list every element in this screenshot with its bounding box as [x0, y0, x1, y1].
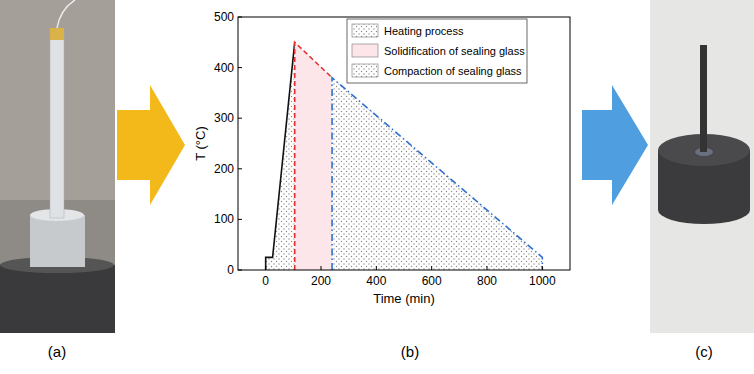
x-tick-label: 600 [422, 274, 442, 288]
y-tick [238, 168, 242, 169]
plot-data [266, 42, 543, 270]
x-tick-label: 1000 [529, 274, 556, 288]
y-tick-label: 100 [214, 212, 234, 226]
x-tick-label: 200 [311, 274, 331, 288]
series-line [266, 42, 295, 270]
y-tick-label: 500 [214, 10, 234, 24]
y-tick [238, 118, 242, 119]
legend-label: Solidification of sealing glass [384, 45, 525, 57]
panel-label: (c) [695, 343, 713, 360]
area-fill [295, 42, 332, 270]
legend-label: Heating process [384, 25, 464, 37]
photo-a [0, 0, 115, 333]
area-fill [266, 42, 295, 270]
wire [57, 0, 75, 28]
x-tick-label: 800 [477, 274, 497, 288]
arrow-yellow [117, 85, 185, 205]
glass-tube [50, 30, 64, 218]
legend-swatch [352, 44, 378, 57]
legend: Heating process Solidification of sealing… [347, 19, 527, 83]
graphite-base [0, 265, 115, 333]
legend-swatch [352, 64, 378, 77]
x-tick-label: 400 [366, 274, 386, 288]
y-tick-label: 400 [214, 61, 234, 75]
legend-box [347, 19, 527, 83]
area-fill [332, 78, 542, 270]
legend-label: Compaction of sealing glass [384, 65, 522, 77]
x-tick [321, 266, 322, 270]
y-tick [238, 17, 242, 18]
legend-swatch [352, 24, 378, 37]
puck-bottom [658, 196, 750, 224]
metal-cylinder [30, 215, 85, 267]
figure: 0 200 400 600 800 1000 0 100 200 300 400 500 Time (m… [0, 0, 754, 374]
photo-c [650, 0, 754, 333]
x-tick [431, 266, 432, 270]
panel-label: (b) [401, 343, 419, 360]
series-line [332, 78, 542, 270]
x-axis-title: Time (min) [373, 291, 435, 306]
tape [50, 28, 64, 40]
x-tick [376, 266, 377, 270]
x-tick [265, 266, 266, 270]
plot-frame [238, 17, 570, 270]
y-tick-label: 300 [214, 111, 234, 125]
y-tick [238, 270, 242, 271]
y-axis-title: T (°C) [193, 126, 208, 161]
photo-bg [0, 0, 115, 333]
x-tick-label: 0 [262, 274, 269, 288]
y-tick-label: 0 [227, 263, 234, 277]
y-tick [238, 67, 242, 68]
arrow-blue [582, 85, 648, 205]
x-tick [542, 266, 543, 270]
x-tick [487, 266, 488, 270]
rod [700, 45, 707, 152]
y-tick-label: 200 [214, 162, 234, 176]
y-tick [238, 219, 242, 220]
panel-label: (a) [48, 343, 66, 360]
photo-bg [650, 0, 754, 333]
series-line [295, 42, 332, 270]
